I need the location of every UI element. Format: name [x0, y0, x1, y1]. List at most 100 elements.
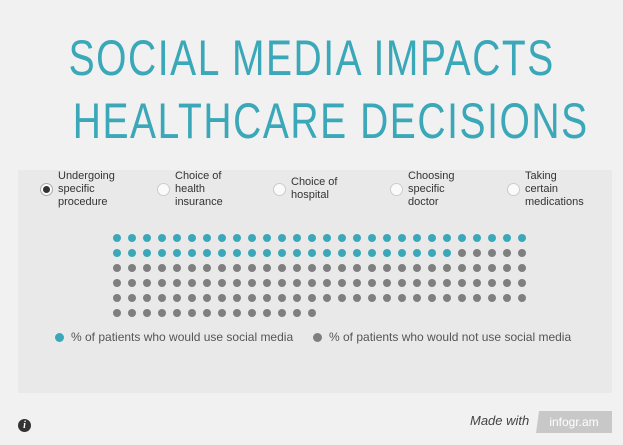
dot-use — [248, 249, 256, 257]
dot-not-use — [113, 294, 121, 302]
dot-use — [503, 234, 511, 242]
radio-button[interactable] — [507, 183, 520, 196]
dot-not-use — [248, 294, 256, 302]
dot-not-use — [173, 294, 181, 302]
dot-not-use — [248, 279, 256, 287]
dot-not-use — [293, 264, 301, 272]
dot-use — [128, 249, 136, 257]
dot-use — [323, 234, 331, 242]
dot-not-use — [128, 294, 136, 302]
dot-use — [338, 234, 346, 242]
dot-not-use — [308, 264, 316, 272]
dot-not-use — [488, 264, 496, 272]
dot-not-use — [263, 264, 271, 272]
legend-swatch-use — [55, 332, 64, 342]
dot-use — [443, 234, 451, 242]
dot-use — [188, 234, 196, 242]
dot-use — [278, 234, 286, 242]
dot-use — [173, 249, 181, 257]
dot-use — [518, 234, 526, 242]
dot-not-use — [143, 279, 151, 287]
legend-swatch-not-use — [313, 332, 322, 342]
dot-use — [203, 234, 211, 242]
dot-use — [488, 234, 496, 242]
dot-use — [368, 234, 376, 242]
dot-use — [413, 234, 421, 242]
dot-not-use — [188, 279, 196, 287]
title-line-2: HEALTHCARE DECISIONS — [72, 93, 589, 149]
dot-not-use — [473, 294, 481, 302]
option-label-line: health — [175, 183, 205, 195]
dot-not-use — [353, 264, 361, 272]
dot-not-use — [188, 294, 196, 302]
dot-use — [173, 234, 181, 242]
dot-not-use — [383, 294, 391, 302]
dot-not-use — [428, 294, 436, 302]
option-label: Choosing specific doctor — [408, 170, 454, 209]
dot-not-use — [368, 264, 376, 272]
dot-not-use — [353, 279, 361, 287]
title-line-1: SOCIAL MEDIA IMPACTS — [68, 30, 555, 86]
dot-use — [113, 234, 121, 242]
option-label-line: Choosing — [408, 170, 455, 182]
option-label-line: hospital — [291, 189, 329, 201]
dot-not-use — [413, 279, 421, 287]
dot-not-use — [278, 264, 286, 272]
dot-not-use — [248, 264, 256, 272]
dot-not-use — [383, 264, 391, 272]
dot-not-use — [443, 264, 451, 272]
dot-not-use — [518, 279, 526, 287]
dot-use — [308, 249, 316, 257]
dot-not-use — [308, 309, 316, 317]
dot-use — [413, 249, 421, 257]
option-label-line: Taking — [525, 170, 557, 182]
dot-not-use — [233, 294, 241, 302]
radio-button[interactable] — [40, 183, 53, 196]
dot-not-use — [203, 294, 211, 302]
option-label-line: specific — [58, 183, 95, 195]
option-1[interactable]: Choice of health insurance — [157, 170, 223, 209]
dot-use — [263, 249, 271, 257]
dot-use — [278, 249, 286, 257]
dot-use — [443, 249, 451, 257]
option-label-line: certain — [525, 183, 559, 195]
option-label: Choice of hospital — [291, 176, 337, 202]
option-label-line: specific — [408, 183, 445, 195]
option-0[interactable]: Undergoing specific procedure — [40, 170, 115, 209]
option-4[interactable]: Taking certain medications — [507, 170, 584, 209]
dot-not-use — [158, 309, 166, 317]
dot-not-use — [188, 309, 196, 317]
dot-not-use — [293, 279, 301, 287]
option-label-line: medications — [525, 196, 584, 208]
dot-use — [188, 249, 196, 257]
dot-use — [293, 234, 301, 242]
dot-not-use — [218, 309, 226, 317]
dot-not-use — [218, 264, 226, 272]
dot-not-use — [263, 294, 271, 302]
option-label-line: doctor — [408, 196, 439, 208]
dot-not-use — [113, 309, 121, 317]
dot-not-use — [173, 264, 181, 272]
dot-not-use — [428, 279, 436, 287]
dot-use — [353, 249, 361, 257]
radio-button[interactable] — [390, 183, 403, 196]
dot-use — [158, 234, 166, 242]
dot-not-use — [398, 279, 406, 287]
option-3[interactable]: Choosing specific doctor — [390, 170, 454, 209]
legend-use: % of patients who would use social media — [55, 330, 293, 344]
info-icon[interactable]: i — [18, 419, 31, 432]
dot-not-use — [488, 294, 496, 302]
dot-use — [128, 234, 136, 242]
option-2[interactable]: Choice of hospital — [273, 176, 337, 202]
dot-use — [143, 234, 151, 242]
radio-button[interactable] — [157, 183, 170, 196]
radio-button[interactable] — [273, 182, 286, 196]
dot-not-use — [128, 279, 136, 287]
dot-not-use — [458, 294, 466, 302]
dot-not-use — [368, 279, 376, 287]
dot-not-use — [158, 279, 166, 287]
infogram-logo[interactable]: infogr.am — [536, 411, 612, 433]
dot-not-use — [473, 249, 481, 257]
dot-use — [368, 249, 376, 257]
